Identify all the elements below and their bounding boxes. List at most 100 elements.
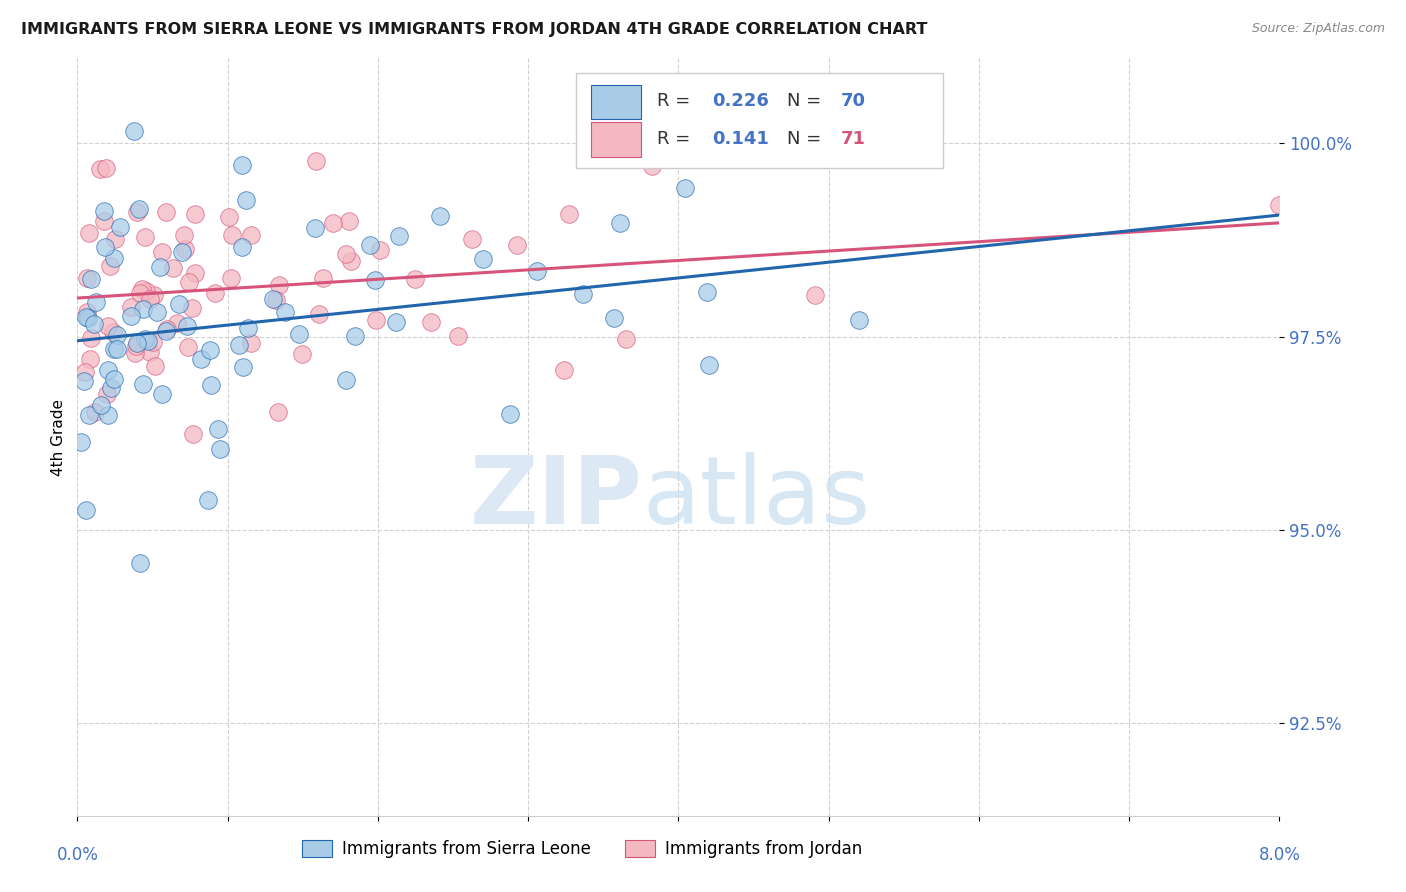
Text: 0.226: 0.226 (711, 92, 769, 111)
Point (181, 426, 204, 441)
Point (239, 336, 262, 351)
Point (96, 386, 118, 401)
Point (177, 339, 200, 353)
Point (72, 374, 94, 388)
Point (311, 271, 333, 285)
Point (173, 242, 195, 256)
Point (97, 409, 120, 423)
Point (405, 272, 427, 286)
Bar (591, 122, 641, 157)
Point (79, 352, 101, 367)
Text: 71: 71 (841, 130, 866, 148)
Point (143, 288, 166, 302)
Text: 0.0%: 0.0% (56, 846, 98, 863)
Point (110, 219, 132, 234)
Point (84, 294, 107, 309)
Point (162, 260, 184, 275)
Point (146, 304, 169, 318)
Point (609, 216, 631, 230)
Point (602, 311, 624, 326)
Point (89, 161, 111, 176)
Point (107, 327, 129, 342)
Point (125, 205, 148, 219)
Point (76, 271, 98, 285)
Point (614, 333, 637, 347)
Point (173, 227, 195, 242)
Point (77, 311, 100, 326)
Point (221, 271, 243, 285)
Point (553, 362, 575, 376)
Point (105, 342, 128, 356)
Point (197, 492, 219, 507)
Point (231, 158, 253, 172)
Point (103, 325, 125, 339)
Point (673, 181, 696, 195)
Point (228, 338, 250, 352)
Point (322, 216, 344, 230)
Point (848, 313, 870, 327)
Point (80, 331, 103, 345)
Point (180, 301, 202, 315)
Point (499, 407, 522, 421)
Point (155, 205, 177, 219)
Point (236, 321, 259, 335)
Point (235, 193, 257, 207)
Point (269, 277, 291, 292)
Text: ZIP: ZIP (470, 451, 643, 544)
Point (100, 381, 122, 395)
Point (75, 503, 97, 517)
Text: atlas: atlas (643, 451, 870, 544)
Point (429, 209, 451, 223)
Point (447, 329, 470, 343)
Point (803, 288, 825, 302)
Point (343, 329, 366, 343)
Point (364, 273, 387, 287)
FancyBboxPatch shape (576, 73, 943, 168)
Point (364, 313, 387, 327)
Point (131, 283, 153, 297)
Point (134, 332, 156, 346)
Point (208, 442, 231, 457)
Point (198, 343, 221, 358)
Point (207, 421, 229, 435)
Point (384, 314, 406, 328)
Point (262, 293, 284, 307)
Point (288, 326, 311, 341)
Point (128, 202, 150, 216)
Point (132, 301, 155, 316)
Text: N =: N = (786, 130, 827, 148)
Point (80, 272, 103, 286)
Legend: Immigrants from Sierra Leone, Immigrants from Jordan: Immigrants from Sierra Leone, Immigrants… (295, 833, 869, 864)
Point (572, 286, 595, 301)
Point (335, 247, 357, 261)
Point (170, 244, 193, 259)
Point (143, 359, 166, 374)
Point (232, 359, 254, 374)
Point (76, 305, 98, 319)
Text: R =: R = (657, 130, 696, 148)
Y-axis label: 4th Grade: 4th Grade (51, 399, 66, 475)
Point (97, 319, 120, 334)
Point (84, 405, 107, 419)
Text: IMMIGRANTS FROM SIERRA LEONE VS IMMIGRANTS FROM JORDAN 4TH GRADE CORRELATION CHA: IMMIGRANTS FROM SIERRA LEONE VS IMMIGRAN… (21, 22, 928, 37)
Text: 0.141: 0.141 (711, 130, 769, 148)
Point (125, 336, 148, 351)
Point (134, 230, 156, 244)
Point (240, 227, 263, 242)
Point (124, 339, 146, 353)
Point (200, 378, 222, 392)
Point (221, 228, 243, 243)
Point (152, 245, 174, 260)
Point (526, 264, 548, 278)
Point (79, 409, 101, 423)
Point (218, 211, 240, 225)
Point (267, 405, 290, 419)
Point (73, 365, 96, 379)
Point (75, 310, 97, 324)
Point (557, 207, 579, 221)
Point (169, 296, 191, 310)
Point (120, 309, 142, 323)
Point (461, 232, 484, 246)
Point (506, 237, 529, 252)
Point (697, 358, 720, 372)
